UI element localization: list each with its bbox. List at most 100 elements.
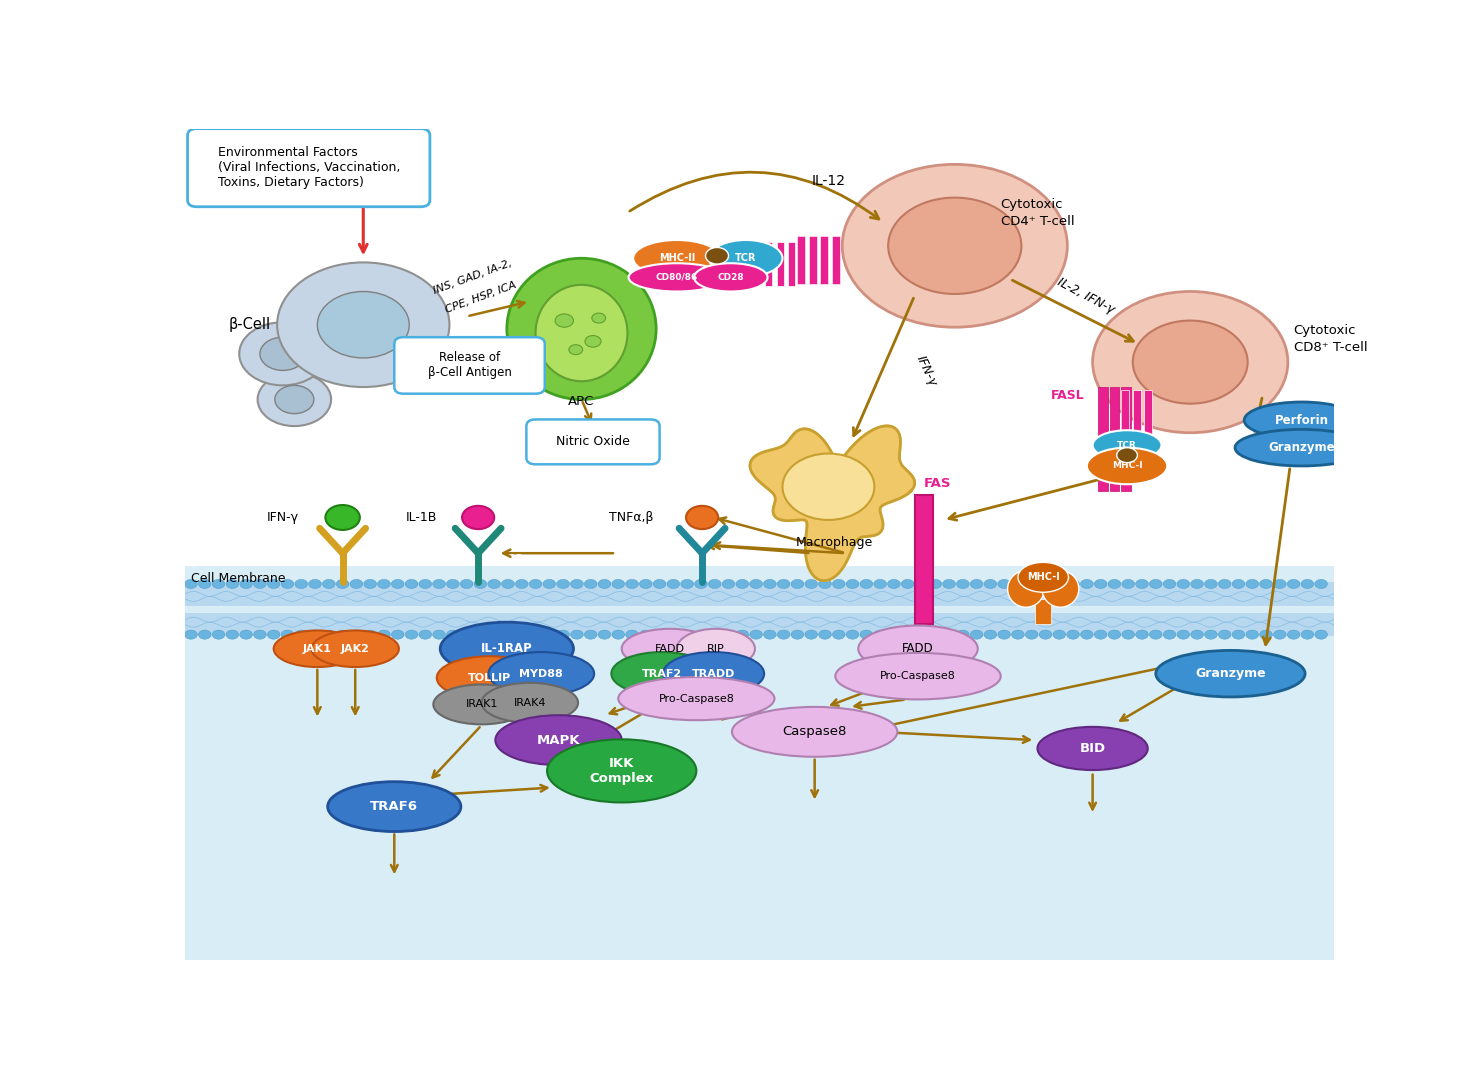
Circle shape	[584, 579, 597, 588]
Bar	[1110, 387, 1119, 491]
Circle shape	[323, 579, 335, 588]
Circle shape	[888, 630, 900, 639]
Circle shape	[901, 579, 914, 588]
Circle shape	[705, 247, 729, 264]
Circle shape	[1218, 630, 1232, 639]
Ellipse shape	[1245, 402, 1359, 438]
Text: MHC-II: MHC-II	[658, 254, 695, 263]
Text: RIP: RIP	[707, 644, 725, 654]
Text: Cytotoxic: Cytotoxic	[1000, 197, 1063, 210]
Circle shape	[1232, 579, 1245, 588]
Circle shape	[391, 630, 405, 639]
Circle shape	[391, 579, 405, 588]
Circle shape	[686, 506, 719, 529]
Circle shape	[943, 630, 956, 639]
Circle shape	[984, 630, 997, 639]
Circle shape	[295, 630, 308, 639]
Circle shape	[984, 579, 997, 588]
Circle shape	[695, 630, 707, 639]
Text: TNFα,β: TNFα,β	[609, 511, 654, 524]
Ellipse shape	[1235, 429, 1368, 466]
Circle shape	[295, 579, 308, 588]
Text: FADD: FADD	[903, 642, 934, 655]
Circle shape	[860, 630, 873, 639]
Circle shape	[1273, 579, 1286, 588]
Circle shape	[474, 579, 486, 588]
Ellipse shape	[507, 258, 657, 399]
Circle shape	[818, 579, 831, 588]
Circle shape	[282, 579, 293, 588]
Circle shape	[529, 579, 542, 588]
Circle shape	[612, 630, 624, 639]
Circle shape	[317, 291, 409, 358]
Circle shape	[1026, 579, 1037, 588]
Circle shape	[1094, 579, 1107, 588]
Bar	[1144, 391, 1153, 438]
Circle shape	[916, 630, 928, 639]
Text: TRAF6: TRAF6	[370, 801, 418, 814]
FancyBboxPatch shape	[188, 128, 430, 207]
Circle shape	[378, 579, 390, 588]
Circle shape	[488, 579, 501, 588]
Bar	[765, 243, 772, 286]
Circle shape	[1205, 630, 1217, 639]
Circle shape	[943, 579, 956, 588]
Ellipse shape	[1086, 448, 1168, 484]
Circle shape	[1012, 579, 1024, 588]
Circle shape	[1122, 579, 1135, 588]
Text: JAK1: JAK1	[302, 644, 332, 654]
Ellipse shape	[311, 630, 399, 667]
Text: Cell Membrane: Cell Membrane	[191, 572, 286, 585]
Circle shape	[667, 579, 680, 588]
Circle shape	[502, 579, 514, 588]
Text: Granzyme: Granzyme	[1269, 441, 1335, 454]
Circle shape	[1192, 630, 1203, 639]
Text: IFN-γR: IFN-γR	[372, 554, 405, 564]
Circle shape	[185, 579, 197, 588]
Circle shape	[929, 630, 941, 639]
Text: TOLLIP: TOLLIP	[468, 673, 511, 683]
Circle shape	[1026, 630, 1037, 639]
Circle shape	[488, 630, 501, 639]
Circle shape	[259, 337, 305, 370]
Ellipse shape	[677, 629, 754, 669]
Circle shape	[708, 630, 722, 639]
Circle shape	[474, 630, 486, 639]
Ellipse shape	[489, 652, 594, 695]
Circle shape	[929, 579, 941, 588]
Bar	[914, 495, 934, 624]
Circle shape	[199, 579, 210, 588]
Text: TRADD: TRADD	[692, 669, 735, 679]
Circle shape	[916, 579, 928, 588]
Circle shape	[336, 630, 348, 639]
Circle shape	[239, 323, 326, 385]
Circle shape	[1080, 630, 1094, 639]
Text: FAS: FAS	[923, 477, 951, 490]
Circle shape	[737, 630, 748, 639]
Circle shape	[833, 630, 845, 639]
Circle shape	[365, 579, 376, 588]
Text: Cell
Memb-: Cell Memb-	[191, 564, 196, 566]
Text: CD4⁺ T-cell: CD4⁺ T-cell	[1000, 215, 1074, 228]
Circle shape	[654, 630, 665, 639]
Circle shape	[253, 630, 267, 639]
Bar	[797, 236, 806, 284]
Ellipse shape	[1037, 727, 1147, 770]
Circle shape	[240, 630, 252, 639]
Circle shape	[258, 373, 330, 426]
Text: IL-1RAP: IL-1RAP	[482, 642, 532, 655]
Ellipse shape	[836, 653, 1000, 699]
Circle shape	[1054, 630, 1066, 639]
Bar	[1098, 387, 1107, 491]
Ellipse shape	[1092, 431, 1162, 460]
Circle shape	[461, 579, 473, 588]
Circle shape	[267, 579, 280, 588]
Ellipse shape	[633, 240, 720, 276]
Circle shape	[1109, 630, 1120, 639]
Circle shape	[1301, 630, 1313, 639]
Ellipse shape	[1008, 571, 1045, 607]
Circle shape	[846, 630, 860, 639]
Circle shape	[1288, 579, 1300, 588]
Circle shape	[805, 630, 818, 639]
Circle shape	[997, 579, 1011, 588]
